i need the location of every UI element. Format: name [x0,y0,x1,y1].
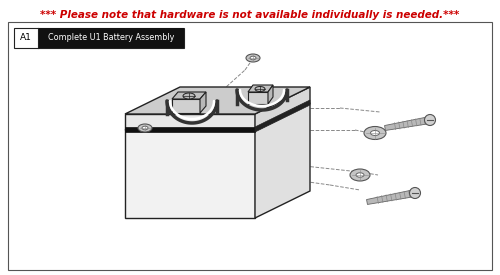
Ellipse shape [250,56,256,60]
Polygon shape [125,130,255,218]
Polygon shape [268,85,273,104]
Polygon shape [125,103,310,130]
Text: A1: A1 [20,34,32,43]
Polygon shape [366,189,416,204]
Ellipse shape [246,54,260,62]
Text: *** Please note that hardware is not available individually is needed.***: *** Please note that hardware is not ava… [40,10,460,20]
Polygon shape [248,85,273,92]
Ellipse shape [350,169,370,181]
Polygon shape [172,99,200,113]
Ellipse shape [364,126,386,139]
Bar [38,28,184,48]
Ellipse shape [410,188,420,199]
Polygon shape [255,103,310,218]
Bar [14,28,184,48]
Polygon shape [255,87,310,130]
Polygon shape [125,87,310,114]
Ellipse shape [370,131,380,136]
Ellipse shape [255,87,265,92]
Polygon shape [200,92,206,113]
Polygon shape [125,127,255,132]
Ellipse shape [356,173,364,177]
Polygon shape [248,92,268,104]
Polygon shape [255,100,310,132]
Polygon shape [172,92,206,99]
Ellipse shape [142,126,148,130]
Ellipse shape [138,124,152,132]
Polygon shape [125,114,255,130]
Ellipse shape [424,114,436,125]
Polygon shape [384,117,430,130]
Text: Complete U1 Battery Assembly: Complete U1 Battery Assembly [48,34,174,43]
Ellipse shape [183,93,195,99]
